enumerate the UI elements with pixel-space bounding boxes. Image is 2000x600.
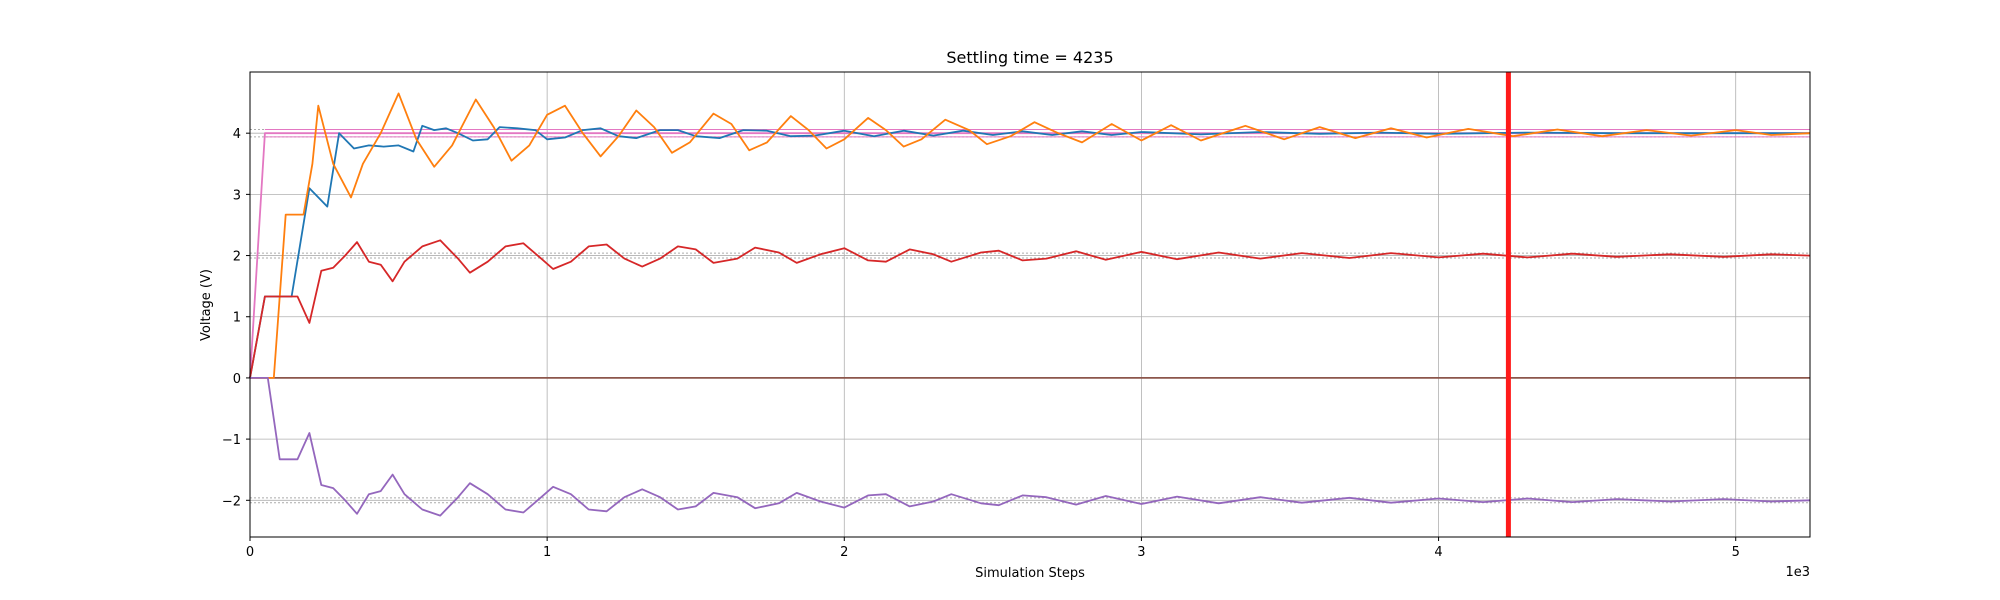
chart-title: Settling time = 4235: [946, 48, 1113, 67]
y-tick-label: −1: [222, 433, 241, 448]
series-lines: [249, 92, 1811, 517]
y-tick-label: 2: [233, 250, 241, 265]
y-tick-label: 1: [233, 311, 241, 326]
series-line-3: [249, 124, 1810, 379]
x-tick-label: 3: [1137, 545, 1145, 560]
x-axis-ticks: 0 1 2 3 4 5: [246, 537, 1740, 560]
x-tick-label: 2: [840, 545, 848, 560]
series-line-4: [250, 92, 1811, 379]
x-tick-label: 4: [1434, 545, 1442, 560]
axes-frame: [249, 71, 1811, 538]
x-tick-label: 0: [246, 545, 254, 560]
y-tick-label: 4: [233, 127, 241, 142]
series-line-6: [250, 377, 1811, 517]
series-line-5: [249, 239, 1811, 379]
x-tick-label: 1: [543, 545, 551, 560]
plot-area: [249, 71, 1811, 538]
x-axis-multiplier: 1e3: [1785, 565, 1810, 580]
y-tick-label: 3: [233, 188, 241, 203]
axes-background: [250, 72, 1810, 537]
y-tick-label: −2: [222, 494, 241, 509]
y-tick-label: 0: [233, 372, 241, 387]
x-axis-label: Simulation Steps: [975, 566, 1085, 581]
x-tick-label: 5: [1732, 545, 1740, 560]
y-axis-label: Voltage (V): [199, 269, 214, 341]
y-axis-ticks: −2 −1 0 1 2 3 4: [222, 127, 250, 509]
